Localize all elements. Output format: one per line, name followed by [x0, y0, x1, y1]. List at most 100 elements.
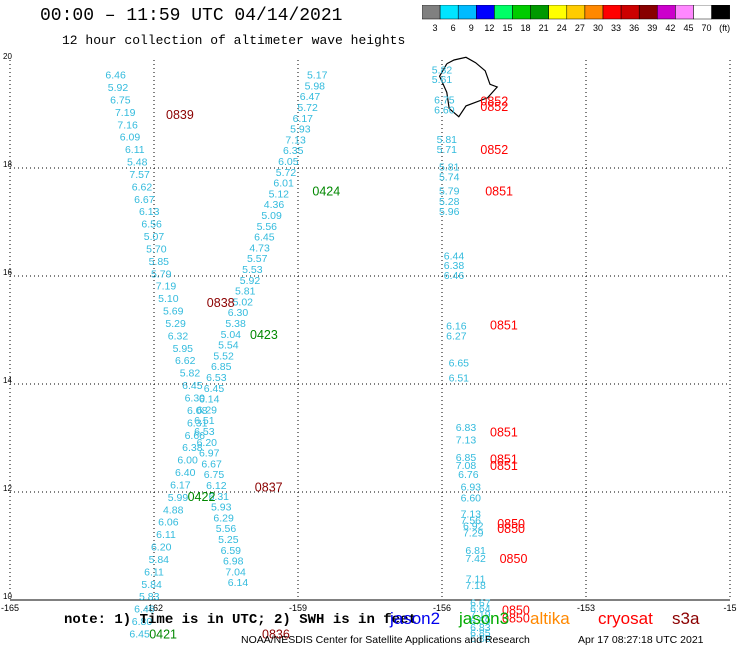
- wave-height-point: 5.72: [276, 167, 297, 179]
- wave-height-point: 6.29: [213, 512, 234, 524]
- wave-height-point: 7.04: [225, 566, 246, 578]
- wave-height-point: 7.13: [285, 134, 306, 146]
- pass-time-label: 0852: [480, 143, 508, 157]
- colorbar-label: 45: [683, 23, 693, 33]
- wave-height-point: 6.11: [125, 144, 145, 156]
- wave-height-point: 7.57: [129, 169, 150, 181]
- pass-time-label: 0851: [490, 459, 518, 473]
- wave-height-point: 5.81: [439, 161, 460, 173]
- wave-height-point: 5.71: [437, 144, 458, 156]
- wave-height-point: 6.13: [139, 206, 160, 218]
- colorbar-label: 12: [484, 23, 494, 33]
- wave-height-point: 6.12: [206, 480, 227, 492]
- wave-height-point: 6.11: [156, 529, 176, 541]
- pass-time-label: 0851: [490, 319, 518, 333]
- wave-height-point: 6.59: [221, 545, 242, 557]
- colorbar-label: 3: [433, 23, 438, 33]
- colorbar-label: 33: [611, 23, 621, 33]
- wave-height-point: 5.70: [146, 243, 167, 255]
- pass-time-label: 0850: [497, 522, 525, 536]
- wave-height-point: 6.31: [187, 417, 208, 429]
- wave-height-point: 6.85: [456, 452, 477, 464]
- wave-height-point: 5.83: [139, 591, 160, 603]
- wave-height-point: 6.98: [223, 556, 244, 568]
- wave-height-point: 6.30: [185, 393, 206, 405]
- wave-height-point: 5.61: [432, 74, 453, 86]
- wave-height-point: 5.56: [216, 523, 237, 535]
- wave-height-point: 5.09: [261, 210, 282, 222]
- colorbar-label: 21: [539, 23, 549, 33]
- wave-height-point: 6.56: [141, 219, 162, 231]
- wave-height-point: 5.84: [141, 579, 162, 591]
- generated-timestamp: Apr 17 08:27:18 UTC 2021: [578, 634, 704, 646]
- x-tick-label: -165: [1, 603, 19, 613]
- wave-height-point: 5.82: [180, 368, 201, 380]
- wave-height-point: 5.38: [225, 318, 246, 330]
- wave-height-point: 5.10: [158, 293, 179, 305]
- wave-height-point: 5.93: [290, 124, 311, 136]
- wave-height-point: 6.51: [449, 373, 470, 385]
- pass-time-label: 0839: [166, 108, 194, 122]
- wave-height-point: 6.51: [194, 415, 215, 427]
- wave-height-point: 6.81: [465, 545, 486, 557]
- wave-height-point: 6.38: [182, 442, 203, 454]
- wave-height-point: 7.11: [466, 573, 486, 585]
- wave-height-point: 6.08: [187, 405, 208, 417]
- credit-line: NOAA/NESDIS Center for Satellite Applica…: [241, 634, 530, 646]
- wave-height-point: 4.36: [264, 199, 285, 211]
- wave-height-point: 5.84: [149, 554, 170, 566]
- wave-height-point: 7.29: [463, 528, 484, 540]
- legend-cryosat: cryosat: [598, 609, 653, 628]
- pass-time-label: 0837: [255, 481, 283, 495]
- wave-height-point: 6.83: [456, 422, 477, 434]
- pass-time-label: 0838: [207, 296, 235, 310]
- colorbar-label: (ft): [719, 23, 730, 33]
- colorbar-label: 15: [502, 23, 512, 33]
- pass-time-label: 0850: [502, 611, 530, 625]
- wave-height-point: 5.54: [218, 340, 239, 352]
- wave-height-point: 6.46: [444, 270, 465, 282]
- wave-height-point: 6.53: [206, 372, 227, 384]
- wave-height-point: 6.44: [444, 250, 465, 262]
- wave-height-point: 5.92: [108, 82, 129, 94]
- wave-height-point: 6.60: [461, 492, 482, 504]
- pass-time-label: 0852: [480, 95, 508, 109]
- pass-time-label: 0836: [262, 627, 290, 641]
- wave-height-point: 6.05: [278, 156, 299, 168]
- wave-height-point: 6.92: [463, 520, 484, 532]
- wave-height-point: 6.75: [434, 94, 455, 106]
- x-tick-label: -159: [289, 603, 307, 613]
- wave-height-point: 6.65: [449, 357, 470, 369]
- wave-height-point: 6.35: [283, 145, 304, 157]
- wave-height-point: 5.95: [173, 343, 194, 355]
- wave-height-point: 6.47: [300, 91, 321, 103]
- wave-height-point: 6.00: [177, 455, 198, 467]
- wave-height-point: 7.08: [456, 460, 477, 472]
- y-tick-label: 18: [3, 160, 12, 169]
- pass-time-label: 0850: [497, 517, 525, 531]
- wave-height-point: 6.67: [470, 598, 491, 610]
- wave-height-point: 6.45: [182, 380, 203, 392]
- wave-height-point: 6.66: [185, 430, 206, 442]
- wave-height-point: 6.16: [446, 321, 467, 333]
- wave-height-point: 6.83: [470, 622, 491, 634]
- wave-height-point: 5.99: [168, 492, 189, 504]
- wave-height-point: 5.81: [437, 134, 458, 146]
- pass-time-label: 0850: [500, 552, 528, 566]
- wave-height-point: 6.30: [228, 307, 249, 319]
- wave-height-point: 6.14: [228, 577, 249, 589]
- colorbar-label: 30: [593, 23, 603, 33]
- wave-height-point: 5.82: [432, 65, 453, 77]
- wave-height-point: 7.19: [470, 609, 491, 621]
- wave-height-point: 7.16: [117, 119, 138, 131]
- y-tick-label: 20: [3, 52, 12, 61]
- y-tick-label: 12: [3, 484, 12, 493]
- legend-jason2: jason2: [390, 609, 441, 628]
- wave-height-point: 6.53: [194, 426, 215, 438]
- wave-height-point: 6.17: [170, 479, 191, 491]
- wave-height-point: 6.31: [209, 491, 230, 503]
- wave-height-point: 6.45: [204, 383, 225, 395]
- wave-height-point: 5.92: [240, 275, 261, 287]
- wave-height-point: 5.04: [221, 329, 242, 341]
- wave-height-point: 6.59: [470, 616, 491, 628]
